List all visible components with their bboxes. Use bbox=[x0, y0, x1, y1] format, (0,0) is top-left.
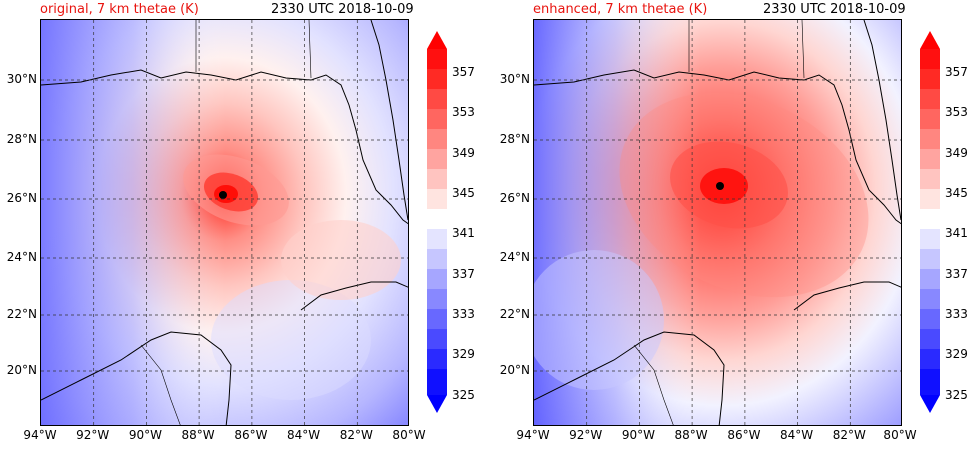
left-lon-tick: 90°W bbox=[128, 428, 162, 442]
right-map bbox=[533, 19, 902, 426]
mexico-border bbox=[633, 344, 674, 425]
right-lat-tick: 26°N bbox=[499, 191, 530, 205]
right-panel-title: enhanced, 7 km thetae (K) bbox=[533, 2, 708, 17]
right-cbar-label: 337 bbox=[945, 267, 968, 281]
left-cbar-label: 349 bbox=[452, 146, 475, 160]
right-lon-tick: 82°W bbox=[832, 428, 866, 442]
right-cbar-label: 349 bbox=[945, 146, 968, 160]
right-lon-tick: 86°W bbox=[727, 428, 761, 442]
right-panel-time: 2330 UTC 2018-10-09 bbox=[763, 2, 906, 17]
right-cbar-label: 325 bbox=[945, 388, 968, 402]
cuba-coast bbox=[300, 281, 408, 311]
left-lat-tick: 28°N bbox=[6, 132, 37, 146]
mexico-border bbox=[140, 344, 181, 425]
gridlines bbox=[534, 20, 901, 425]
left-cbar-label: 325 bbox=[452, 388, 475, 402]
left-panel-title: original, 7 km thetae (K) bbox=[40, 2, 199, 17]
right-lat-tick: 30°N bbox=[499, 72, 530, 86]
florida-east-coast bbox=[370, 20, 408, 221]
storm-center-marker bbox=[219, 191, 227, 199]
left-lat-tick: 30°N bbox=[6, 72, 37, 86]
left-lon-tick: 80°W bbox=[392, 428, 426, 442]
state-border bbox=[195, 20, 312, 79]
right-lon-tick: 94°W bbox=[516, 428, 550, 442]
left-cbar-label: 337 bbox=[452, 267, 475, 281]
right-lon-tick: 88°W bbox=[674, 428, 708, 442]
left-lat-tick: 24°N bbox=[6, 250, 37, 264]
left-cbar-label: 345 bbox=[452, 186, 475, 200]
right-lon-tick: 92°W bbox=[569, 428, 603, 442]
right-cbar-label: 353 bbox=[945, 105, 968, 119]
left-lat-tick: 26°N bbox=[6, 191, 37, 205]
us-gulf-coast bbox=[41, 69, 408, 225]
yucatan-coast bbox=[534, 331, 725, 425]
right-lon-tick: 80°W bbox=[883, 428, 917, 442]
left-lon-tick: 82°W bbox=[339, 428, 373, 442]
left-lon-tick: 88°W bbox=[181, 428, 215, 442]
storm-center-marker bbox=[716, 182, 724, 190]
left-cbar-label: 353 bbox=[452, 105, 475, 119]
right-colorbar bbox=[920, 31, 940, 413]
left-cbar-label: 341 bbox=[452, 226, 475, 240]
yucatan-coast bbox=[41, 331, 232, 425]
left-lon-tick: 94°W bbox=[23, 428, 57, 442]
left-lon-tick: 92°W bbox=[76, 428, 110, 442]
left-lon-tick: 84°W bbox=[287, 428, 321, 442]
right-lon-tick: 90°W bbox=[621, 428, 655, 442]
right-cbar-label: 341 bbox=[945, 226, 968, 240]
left-cbar-label: 333 bbox=[452, 307, 475, 321]
left-lon-tick: 86°W bbox=[234, 428, 268, 442]
left-lat-tick: 20°N bbox=[6, 363, 37, 377]
right-lat-tick: 28°N bbox=[499, 132, 530, 146]
right-cbar-label: 333 bbox=[945, 307, 968, 321]
left-cbar-label: 357 bbox=[452, 65, 475, 79]
right-cbar-label: 329 bbox=[945, 347, 968, 361]
gridlines bbox=[41, 20, 408, 425]
right-cbar-label: 345 bbox=[945, 186, 968, 200]
left-colorbar bbox=[427, 31, 447, 413]
right-lat-tick: 22°N bbox=[499, 307, 530, 321]
cuba-coast bbox=[793, 281, 901, 311]
us-gulf-coast bbox=[534, 69, 901, 225]
left-cbar-label: 329 bbox=[452, 347, 475, 361]
left-lat-tick: 22°N bbox=[6, 307, 37, 321]
right-cbar-label: 357 bbox=[945, 65, 968, 79]
right-lat-tick: 20°N bbox=[499, 363, 530, 377]
florida-east-coast bbox=[863, 20, 901, 221]
left-panel-time: 2330 UTC 2018-10-09 bbox=[271, 2, 414, 17]
state-border bbox=[688, 20, 805, 79]
right-lat-tick: 24°N bbox=[499, 250, 530, 264]
left-map bbox=[40, 19, 409, 426]
right-lon-tick: 84°W bbox=[780, 428, 814, 442]
